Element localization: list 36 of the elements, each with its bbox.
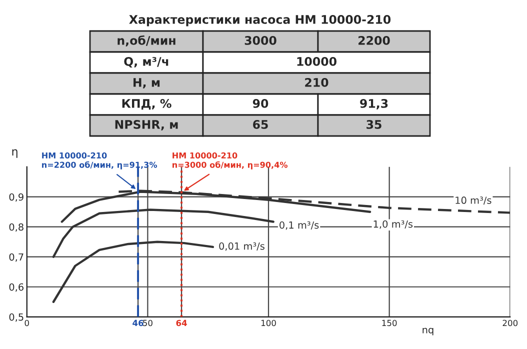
series-label: 0,01 m³/s (219, 242, 264, 251)
text: 3000 (244, 36, 276, 45)
series-label: 1,0 m³/s (374, 220, 413, 229)
text: 35 (366, 120, 382, 129)
y-tick-label: 0,5 (9, 313, 24, 322)
text: NPSHR, м (115, 120, 178, 130)
x-axis-title: nq (422, 328, 434, 336)
text: 90 (252, 98, 268, 108)
x-tick-label: 50 (143, 320, 152, 326)
y-tick-label: 0,8 (9, 223, 24, 232)
x-tick-label: 0 (24, 320, 29, 326)
text: 91,3 (360, 98, 388, 110)
text: КПД, % (122, 98, 172, 110)
y-tick-label: 0,6 (9, 283, 24, 292)
x-tick-label: 200 (502, 320, 518, 326)
text: 10000 (297, 56, 336, 66)
text: 65 (253, 120, 268, 129)
text: 210 (305, 78, 328, 87)
y-tick-label: 0,7 (9, 253, 24, 262)
annotation: НМ 10000-210 n=2200 об/мин, η=91,3% (42, 152, 158, 170)
line-series (52, 240, 214, 303)
line-series (52, 208, 274, 258)
x-tick-label: 150 (382, 320, 397, 326)
chart-title: Характеристики насоса НМ 10000-210 (129, 14, 391, 26)
series-label: 10 m³/s (456, 196, 492, 205)
annotation: НМ 10000-210 n=3000 об/мин, η=90,4% (172, 152, 288, 170)
text: H, м (134, 78, 160, 88)
text: Q, м³/ч (124, 56, 168, 68)
text: n,об/мин (118, 35, 176, 46)
text: 2200 (358, 36, 390, 45)
x-tick-label: 100 (261, 320, 276, 326)
series-label: 0,1 m³/s (280, 221, 319, 230)
y-tick-label: 0,9 (9, 193, 24, 202)
x-tick-label: 46 (132, 320, 144, 326)
y-axis-title: η (12, 149, 18, 158)
x-tick-label: 64 (176, 320, 187, 326)
